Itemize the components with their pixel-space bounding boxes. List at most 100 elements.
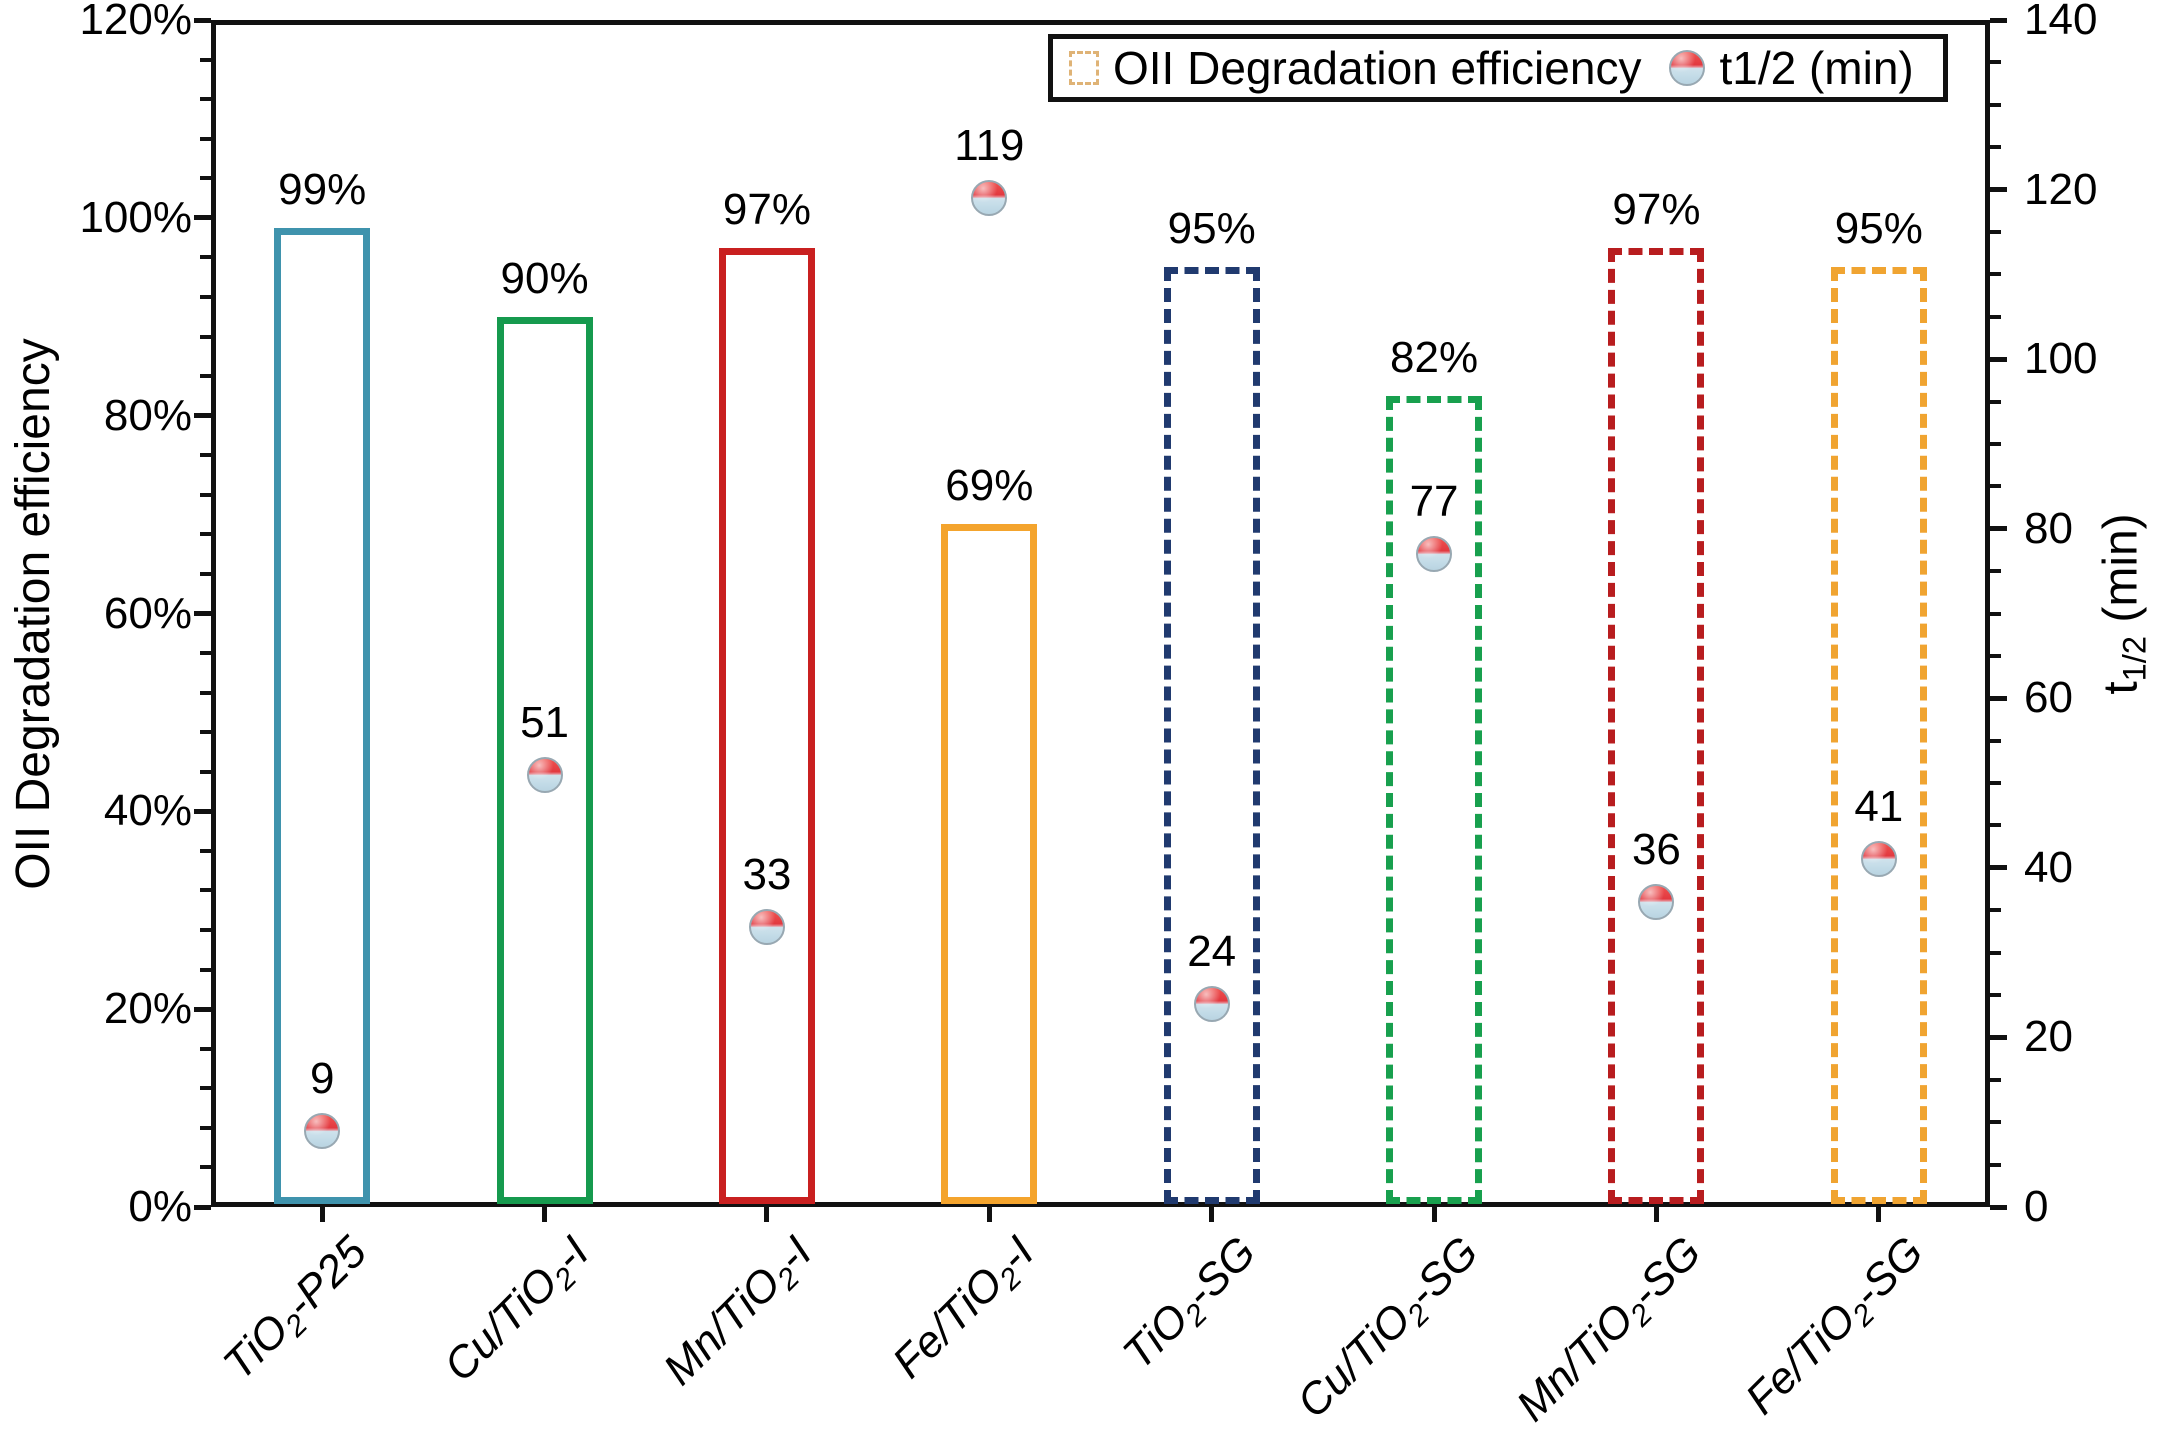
left-axis-minor-tick (200, 176, 211, 181)
right-axis-minor-tick (1990, 653, 2001, 658)
right-axis-minor-tick (1990, 569, 2001, 574)
marker-value-label: 51 (520, 697, 570, 747)
right-axis-tick-label: 60 (2024, 673, 2073, 723)
right-axis-minor-tick (1990, 908, 2001, 913)
x-axis-tick (319, 1207, 325, 1222)
left-axis-minor-tick (200, 1086, 211, 1091)
x-label-text: Fe/TiO (883, 1258, 1013, 1388)
left-axis-minor-tick (200, 1165, 211, 1170)
left-axis-major-tick (194, 17, 211, 23)
left-axis-minor-tick (200, 730, 211, 735)
right-axis-minor-tick (1990, 738, 2001, 743)
right-axis-minor-tick (1990, 441, 2001, 446)
left-axis-minor-tick (200, 690, 211, 695)
right-axis-major-tick (1990, 17, 2007, 23)
left-axis-tick-label: 20% (103, 984, 192, 1034)
t12-marker (971, 180, 1008, 217)
marker-value-label: 77 (1409, 477, 1459, 527)
x-axis-tick (542, 1207, 548, 1222)
bar-Fe/TiO2-SG (1830, 267, 1927, 1204)
bar-value-label: 95% (1834, 204, 1923, 254)
right-axis-major-tick (1990, 187, 2007, 193)
t12-marker (748, 909, 785, 946)
bar-Cu/TiO2-I (496, 316, 593, 1204)
right-axis-minor-tick (1990, 1077, 2001, 1082)
right-axis-major-tick (1990, 1034, 2007, 1040)
bar-value-label: 99% (278, 164, 367, 214)
x-label-text: Mn/TiO (653, 1258, 791, 1395)
t12-marker (304, 1112, 341, 1149)
marker-value-label: 24 (1187, 926, 1237, 976)
left-axis-tick-label: 0% (128, 1182, 192, 1231)
left-axis-minor-tick (200, 1046, 211, 1051)
x-axis-tick (986, 1207, 992, 1222)
marker-value-label: 119 (954, 121, 1025, 171)
right-axis-minor-tick (1990, 272, 2001, 277)
bar-Cu/TiO2-SG (1386, 395, 1483, 1204)
t12-marker (1193, 985, 1230, 1022)
left-axis-minor-tick (200, 928, 211, 933)
left-axis-minor-tick (200, 967, 211, 972)
left-axis-major-tick (194, 611, 211, 616)
t12-marker (1860, 841, 1897, 878)
bar-value-label: 90% (500, 253, 589, 303)
left-axis-minor-tick (200, 294, 211, 299)
x-label-text: Fe/TiO (1736, 1294, 1866, 1424)
right-axis-minor-tick (1990, 229, 2001, 234)
left-axis-minor-tick (200, 571, 211, 576)
x-axis-tick (1653, 1207, 1659, 1222)
bar-value-label: 82% (1390, 332, 1479, 382)
x-axis-category-label: Mn/TiO2-SG (1506, 1227, 1720, 1440)
left-axis-minor-tick (200, 651, 211, 656)
left-axis-tick-label: 60% (103, 588, 192, 638)
right-axis-major-tick (1990, 356, 2007, 362)
right-axis-minor-tick (1990, 1120, 2001, 1125)
left-axis-minor-tick (200, 136, 211, 141)
bar-value-label: 97% (722, 184, 811, 234)
bar-value-label: 97% (1612, 184, 1701, 234)
left-axis-minor-tick (200, 97, 211, 102)
left-axis-minor-tick (200, 848, 211, 853)
t12-marker (526, 756, 563, 793)
right-axis-minor-tick (1990, 993, 2001, 998)
x-axis-category-label: Mn/TiO2-I (653, 1227, 830, 1404)
right-axis-minor-tick (1990, 314, 2001, 319)
left-axis-tick-label: 100% (79, 192, 192, 242)
left-axis-minor-tick (200, 532, 211, 537)
legend: OII Degradation efficiency t1/2 (min) (1048, 34, 1948, 102)
x-label-text: Cu/TiO (1288, 1294, 1421, 1428)
left-axis-minor-tick (200, 334, 211, 339)
left-axis-minor-tick (200, 1125, 211, 1130)
x-axis-category-label: TiO2-SG (1114, 1227, 1275, 1388)
left-axis-major-tick (194, 215, 211, 221)
marker-value-label: 36 (1631, 824, 1681, 874)
right-axis-minor-tick (1990, 60, 2001, 65)
right-axis-minor-tick (1990, 399, 2001, 404)
right-axis-minor-tick (1990, 611, 2001, 616)
right-axis-minor-tick (1990, 102, 2001, 107)
left-axis-major-tick (194, 1204, 211, 1210)
x-label-text: Mn/TiO (1506, 1294, 1644, 1431)
marker-value-label: 9 (309, 1053, 335, 1103)
right-axis-minor-tick (1990, 950, 2001, 955)
left-axis-major-tick (194, 808, 211, 814)
left-axis-major-tick (194, 1006, 211, 1012)
bar-value-label: 95% (1167, 204, 1256, 254)
right-axis-tick-label: 20 (2024, 1012, 2073, 1062)
x-label-text: Cu/TiO (434, 1258, 568, 1391)
degradation-efficiency-swatch-icon (1069, 51, 1099, 85)
right-axis-major-tick (1990, 865, 2007, 871)
legend-label-t12: t1/2 (min) (1719, 42, 1914, 94)
right-axis-minor-tick (1990, 1162, 2001, 1167)
right-axis-tick-label: 100 (2024, 334, 2098, 384)
left-axis-minor-tick (200, 255, 211, 260)
left-axis-major-tick (194, 413, 211, 419)
t12-marker (1416, 536, 1453, 573)
t12-marker (1638, 883, 1675, 920)
x-axis-category-label: TiO2-P25 (214, 1227, 386, 1399)
left-axis-tick-label: 80% (103, 390, 192, 440)
right-axis-tick-label: 40 (2024, 842, 2073, 892)
bar-Mn/TiO2-I (718, 247, 815, 1204)
bar-Fe/TiO2-I (941, 524, 1038, 1204)
